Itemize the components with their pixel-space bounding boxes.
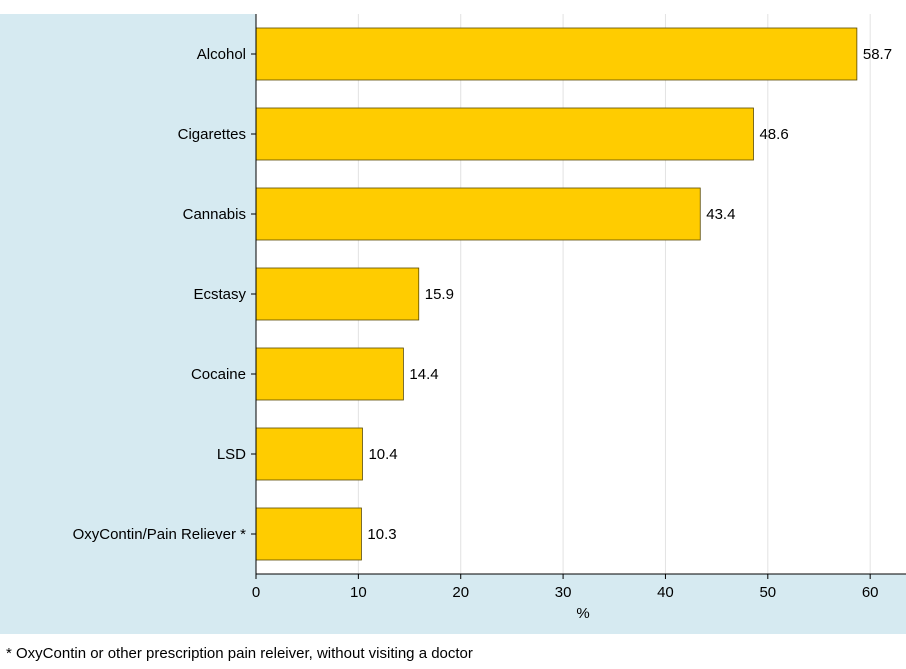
data-label: 58.7 [863, 46, 892, 63]
category-label: Ecstasy [193, 286, 246, 303]
data-label: 14.4 [409, 366, 438, 383]
bar [255, 107, 754, 161]
x-tick-label: 60 [862, 584, 879, 601]
bar [255, 27, 858, 81]
x-tick-label: 10 [350, 584, 367, 601]
bar-chart: 58.7 Alcohol 48.6 Cigarettes 43.4 Cannabis 15.… [0, 14, 906, 634]
footnote: * OxyContin or other prescription pain r… [6, 645, 473, 662]
x-axis-label: % [576, 605, 589, 622]
bar [255, 267, 420, 321]
x-tick-label: 50 [759, 584, 776, 601]
category-label: Cocaine [191, 366, 246, 383]
bar [255, 507, 362, 561]
category-label: OxyContin/Pain Reliever * [73, 526, 247, 543]
data-label: 10.4 [368, 446, 397, 463]
x-tick-label: 40 [657, 584, 674, 601]
data-label: 48.6 [759, 126, 788, 143]
category-label: Cigarettes [178, 126, 246, 143]
category-label: Cannabis [183, 206, 246, 223]
x-tick-label: 0 [252, 584, 260, 601]
x-tick-label: 30 [555, 584, 572, 601]
category-label: LSD [217, 446, 246, 463]
bar [255, 187, 701, 241]
axes: 0 10 20 30 40 50 60 [251, 14, 906, 601]
data-label: 43.4 [706, 206, 735, 223]
category-label: Alcohol [197, 46, 246, 63]
x-tick-label: 20 [452, 584, 469, 601]
data-label: 10.3 [367, 526, 396, 543]
bar [255, 347, 404, 401]
bar [255, 427, 363, 481]
data-label: 15.9 [425, 286, 454, 303]
